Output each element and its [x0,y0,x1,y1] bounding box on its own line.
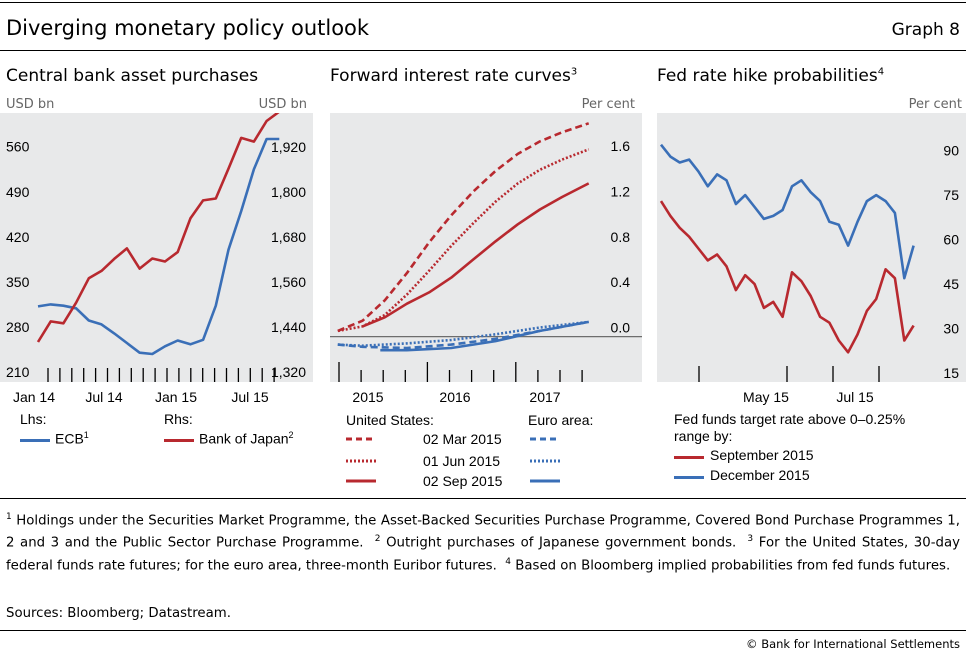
legend3-header-line2: range by: [674,428,733,444]
legend1-boj-swatch [164,439,194,442]
panel1-y-left-tick-label: 210 [6,364,30,380]
legend2-ea-header: Euro area: [528,412,594,428]
panel3-y-tick-label: 30 [943,321,959,337]
legend2-date-2: 01 Jun 2015 [423,453,501,469]
legend1-ecb-swatch [20,439,50,442]
panel3-title: Fed rate hike probabilities4 [657,66,885,86]
panel1-title: Central bank asset purchases [6,66,259,86]
panel1-plot-area: 210 280 350 420 490 560 1,320 1,440 1,560 1,680 1,… [0,113,313,382]
panel1-chart: 210 280 350 420 490 560 1,320 1,440 1,560 1,680 1,… [6,113,306,382]
panel2-x-tick-label: 2015 [352,389,383,405]
panel1-y-right-tick-label: 1,680 [271,229,306,245]
panel3-x-tick-label: May 15 [743,389,789,405]
legend1-rhs-label: Rhs: [164,411,193,427]
panel2-x-tick-label: 2017 [529,389,560,405]
legend-rule [0,498,966,499]
legend1-boj-label: Bank of Japan2 [199,430,294,447]
panel1-y-right-tick-label: 1,320 [271,364,306,380]
panel1-series-ecb-line [37,137,280,356]
panel2-y-tick-label: 0.8 [611,229,631,245]
graph-number: Graph 8 [891,20,960,40]
legend3-sep-swatch [674,456,704,459]
panel3-series-sep-line [659,200,915,354]
panel3-y-tick-label: 75 [943,187,959,203]
panel3-x-tick-label: Jul 15 [836,389,874,405]
panel2-series-ea-jun-line [337,320,589,347]
panel3-y-tick-label: 15 [943,365,959,381]
panel1-y-left-tick-label: 560 [6,139,30,155]
panel2-y-tick-label: 0.0 [611,320,631,336]
legend2-date-3: 02 Sep 2015 [423,473,503,489]
panel1-y-right-tick-label: 1,440 [271,319,306,335]
panel1-y-right-tick-label: 1,560 [271,274,306,290]
title-rule [0,50,966,51]
panel1-y-left-tick-label: 280 [6,319,30,335]
panel1-series-boj-line [36,113,280,343]
legend1-lhs-label: Lhs: [20,411,47,427]
panel2-x-tick-label: 2016 [439,389,470,405]
panel1-y-left-unit: USD bn [6,97,54,112]
panel1-x-tick-label: Jan 14 [13,389,55,405]
legend3-dec-label: December 2015 [710,467,810,483]
panel2-y-tick-label: 1.2 [611,183,631,199]
legend1-ecb-label: ECB1 [55,430,89,447]
panel1-x-tick-label: Jul 15 [231,389,269,405]
panel3-y-tick-label: 45 [943,276,959,292]
panel2-series-ea-sep-line [380,320,589,352]
panel2-title: Forward interest rate curves3 [330,66,578,86]
panel2-series-us-mar-line [337,122,590,333]
sources: Sources: Bloomberg; Datastream. [6,606,231,621]
panel1-x-tick-label: Jan 15 [155,389,197,405]
panel1-y-right-tick-label: 1,800 [271,184,306,200]
panel2-series-us-jun-line [337,148,590,333]
legend3-dec-swatch [674,476,704,479]
panel1-y-right-unit: USD bn [259,97,307,112]
panel2-y-tick-label: 0.4 [611,274,631,290]
panel3-y-tick-label: 60 [943,232,959,248]
legend3-sep-label: September 2015 [710,447,814,463]
legend2-date-1: 02 Mar 2015 [423,431,502,447]
graph-title: Diverging monetary policy outlook [6,16,370,40]
panel3-y-tick-label: 90 [943,143,959,159]
panel2-series-us-sep-line [362,182,590,328]
panel1-x-tick-label: Jul 14 [85,389,123,405]
legend2-us-header: United States: [346,412,434,428]
panel2-y-tick-label: 1.6 [611,138,631,154]
top-rule [0,2,966,3]
panel3-chart: 15 30 45 60 75 90 [659,143,959,382]
panel2-y-unit: Per cent [582,97,635,112]
legend2-swatches [346,437,560,483]
legend3-header-line1: Fed funds target rate above 0–0.25% [674,411,906,427]
panel1-y-left-tick-label: 350 [6,274,30,290]
panel3-plot-area: 15 30 45 60 75 90 [657,113,966,382]
footnotes: 1 Holdings under the Securities Market P… [6,512,960,574]
panel2-plot-area: 0.0 0.4 0.8 1.2 1.6 [330,113,642,382]
footer-rule [0,630,966,631]
panel1-y-right-tick-label: 1,920 [271,139,306,155]
panel2-chart: 0.0 0.4 0.8 1.2 1.6 [330,122,642,382]
copyright: © Bank for International Settlements [746,637,960,651]
panel1-y-left-tick-label: 490 [6,184,30,200]
panel3-y-unit: Per cent [909,97,962,112]
panel1-y-left-tick-label: 420 [6,229,30,245]
panel3-series-dec-line [659,143,915,280]
